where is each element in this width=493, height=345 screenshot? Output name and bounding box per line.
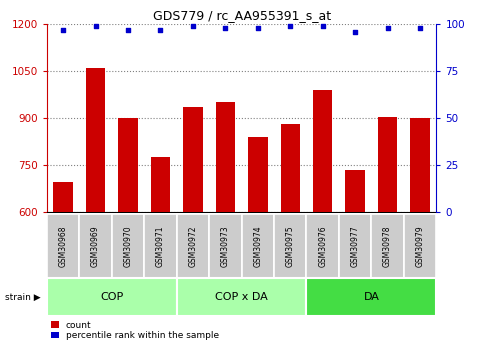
Bar <box>176 278 307 316</box>
Point <box>92 23 100 29</box>
Bar <box>112 214 144 278</box>
Point <box>189 23 197 29</box>
Text: strain ▶: strain ▶ <box>5 293 40 302</box>
Text: GSM30976: GSM30976 <box>318 225 327 267</box>
Bar <box>53 183 73 212</box>
Bar <box>281 125 300 212</box>
Bar <box>79 214 112 278</box>
Text: GSM30969: GSM30969 <box>91 225 100 267</box>
Bar <box>144 214 176 278</box>
Bar <box>404 214 436 278</box>
Text: GSM30979: GSM30979 <box>416 225 424 267</box>
Bar <box>176 214 209 278</box>
Point <box>59 27 67 32</box>
Legend: count, percentile rank within the sample: count, percentile rank within the sample <box>51 321 219 341</box>
Bar <box>339 214 371 278</box>
Bar <box>209 214 242 278</box>
Point <box>416 25 424 31</box>
Text: GSM30973: GSM30973 <box>221 225 230 267</box>
Bar <box>248 137 268 212</box>
Point <box>156 27 164 32</box>
Text: COP x DA: COP x DA <box>215 292 268 302</box>
Bar <box>346 170 365 212</box>
Text: GSM30978: GSM30978 <box>383 225 392 267</box>
Bar <box>378 117 397 212</box>
Bar <box>371 214 404 278</box>
Bar <box>307 214 339 278</box>
Bar <box>242 214 274 278</box>
Text: GSM30975: GSM30975 <box>286 225 295 267</box>
Bar <box>118 118 138 212</box>
Bar <box>274 214 307 278</box>
Bar <box>47 214 79 278</box>
Text: GSM30977: GSM30977 <box>351 225 360 267</box>
Bar <box>47 278 176 316</box>
Point <box>254 25 262 31</box>
Bar <box>307 278 436 316</box>
Bar <box>151 157 170 212</box>
Bar <box>86 68 105 212</box>
Point <box>286 23 294 29</box>
Point <box>384 25 391 31</box>
Text: GSM30974: GSM30974 <box>253 225 262 267</box>
Text: GDS779 / rc_AA955391_s_at: GDS779 / rc_AA955391_s_at <box>152 9 331 22</box>
Text: GSM30972: GSM30972 <box>188 225 197 267</box>
Point <box>124 27 132 32</box>
Point <box>319 23 327 29</box>
Text: GSM30970: GSM30970 <box>123 225 133 267</box>
Text: GSM30968: GSM30968 <box>59 225 68 267</box>
Bar <box>183 107 203 212</box>
Text: DA: DA <box>363 292 379 302</box>
Bar <box>313 90 332 212</box>
Point <box>351 29 359 34</box>
Point <box>221 25 229 31</box>
Bar <box>410 118 430 212</box>
Bar <box>215 102 235 212</box>
Text: GSM30971: GSM30971 <box>156 225 165 267</box>
Text: COP: COP <box>100 292 123 302</box>
